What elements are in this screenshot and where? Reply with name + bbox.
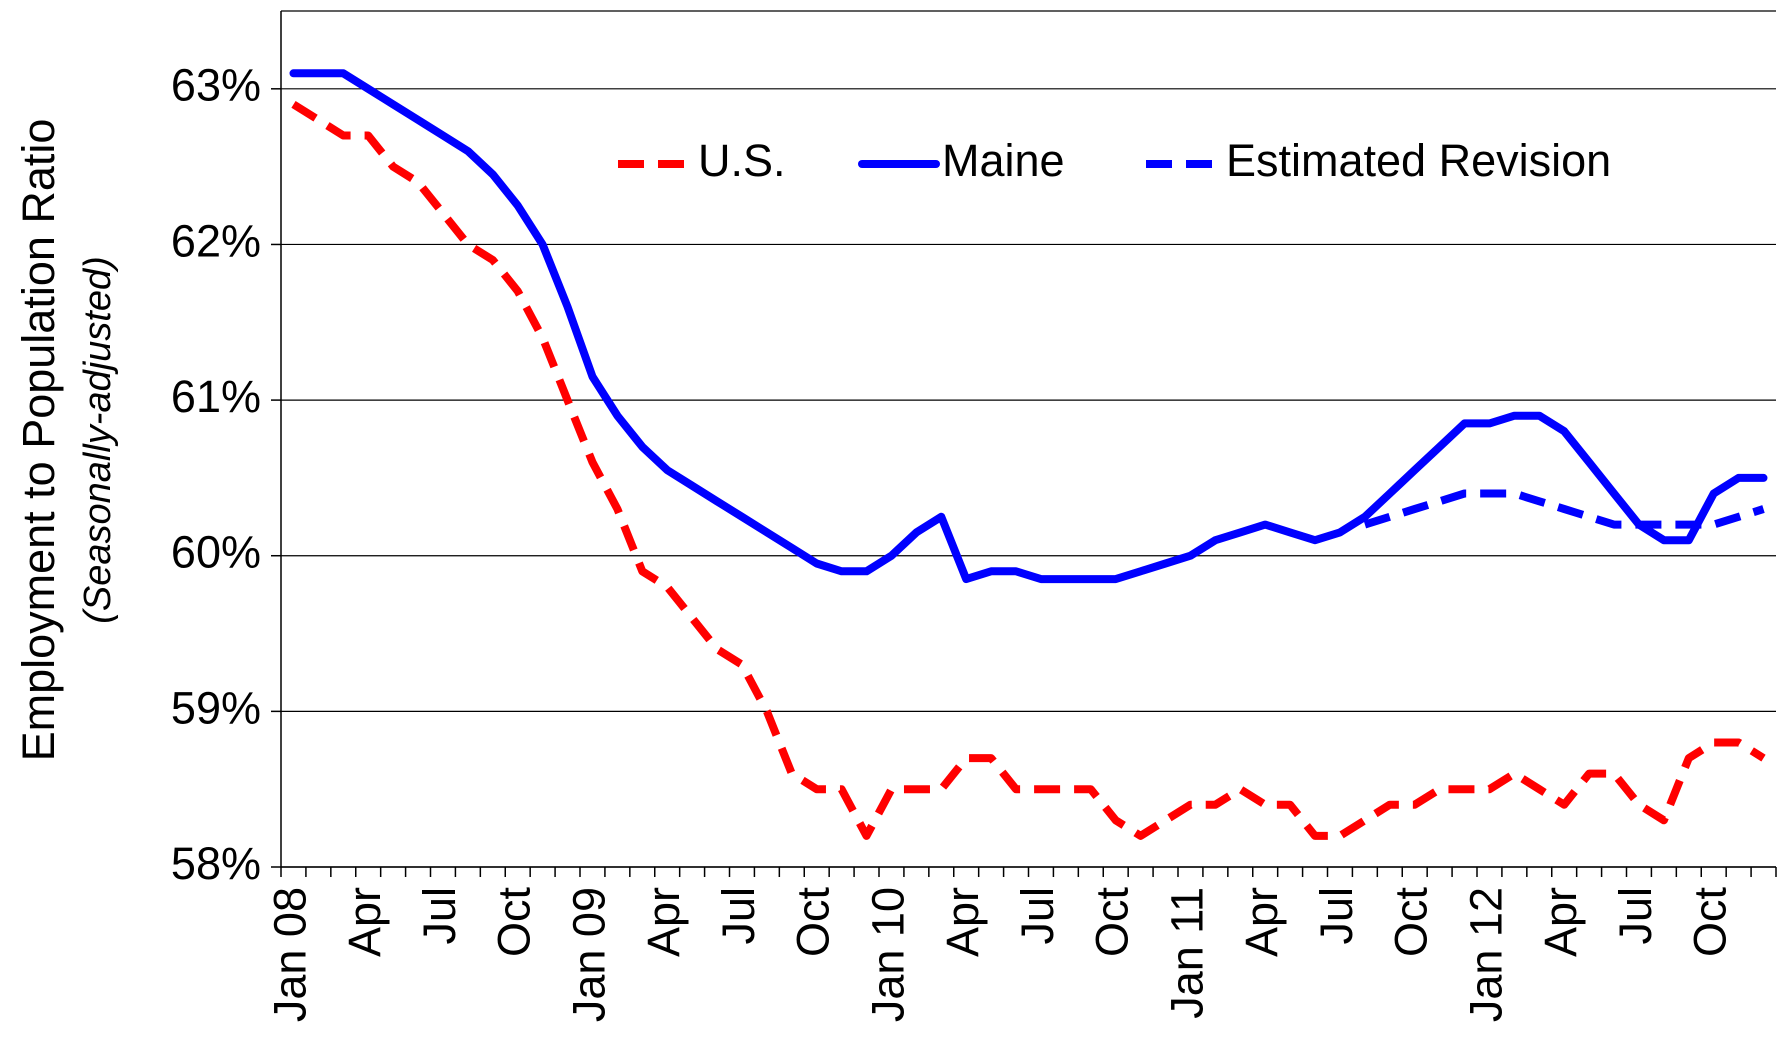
x-tick-label: Apr xyxy=(339,887,390,957)
y-axis-sublabel: (Seasonally-adjusted) xyxy=(77,256,119,624)
x-tick-label: Jul xyxy=(1311,887,1362,945)
x-tick-label: Jan 09 xyxy=(563,887,614,1022)
x-tick-label: Apr xyxy=(1236,887,1287,957)
x-tick-label: Oct xyxy=(489,887,540,958)
y-tick-label: 63% xyxy=(171,60,261,111)
x-tick-label: Jul xyxy=(1610,887,1661,945)
legend-label: Estimated Revision xyxy=(1226,135,1611,186)
x-tick-label: Jan 12 xyxy=(1460,887,1511,1022)
x-tick-label: Jan 08 xyxy=(264,887,315,1022)
x-tick-label: Oct xyxy=(1685,887,1736,958)
x-tick-label: Jan 11 xyxy=(1161,887,1212,1019)
x-tick-label: Jul xyxy=(713,887,764,945)
y-tick-label: 59% xyxy=(171,682,261,733)
x-tick-label: Apr xyxy=(937,887,988,957)
y-axis-label: Employment to Population Ratio xyxy=(13,119,64,762)
x-tick-label: Apr xyxy=(638,887,689,957)
y-tick-label: 60% xyxy=(171,527,261,578)
legend-label: U.S. xyxy=(698,135,786,186)
x-tick-label: Oct xyxy=(1386,887,1437,958)
y-tick-label: 61% xyxy=(171,371,261,422)
series-line xyxy=(1363,489,1765,529)
x-tick-label: Oct xyxy=(788,887,839,958)
series-line xyxy=(289,69,1768,584)
x-tick-label: Jul xyxy=(1012,887,1063,945)
y-tick-label: 62% xyxy=(171,215,261,266)
y-tick-label: 58% xyxy=(171,838,261,889)
x-tick-label: Jul xyxy=(414,887,465,945)
x-tick-label: Jan 10 xyxy=(862,887,913,1022)
series-line xyxy=(291,101,1766,840)
legend-label: Maine xyxy=(942,135,1065,186)
x-tick-label: Apr xyxy=(1535,887,1586,957)
x-tick-label: Oct xyxy=(1087,887,1138,958)
